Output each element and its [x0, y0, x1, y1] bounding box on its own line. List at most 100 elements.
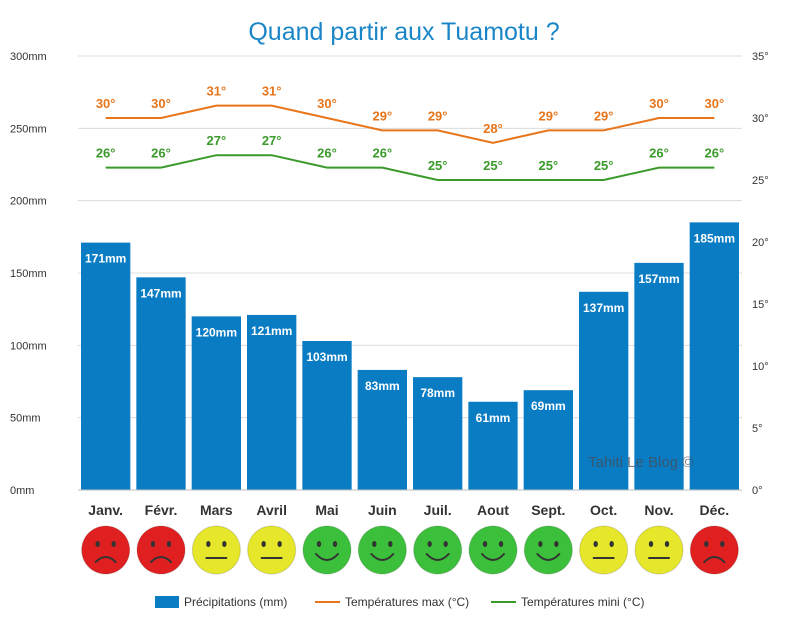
series-line [105, 104, 715, 144]
mood-face-icon [634, 525, 684, 575]
bar [689, 222, 739, 490]
mood-eye-icon [554, 541, 559, 547]
mood-eye-icon [206, 541, 211, 547]
mood-face-icon [357, 525, 407, 575]
bar [413, 377, 463, 490]
mood-eye-icon [427, 541, 432, 547]
bar [191, 316, 241, 490]
legend-label-temp-max: Températures max (°C) [345, 595, 469, 609]
temperature-data-label: 31° [262, 84, 282, 99]
bar-data-label: 157mm [638, 272, 679, 286]
right-tick-label: 5° [752, 423, 763, 435]
temperature-data-label: 26° [372, 146, 392, 161]
bar [357, 369, 407, 490]
temperature-data-label: 28° [483, 121, 503, 136]
left-tick-label: 150mm [10, 268, 47, 280]
temperature-data-label: 26° [704, 146, 724, 161]
mood-eye-icon [648, 541, 654, 547]
temperature-data-label: 26° [649, 146, 669, 161]
mood-eye-icon [332, 541, 338, 547]
legend-label-temp-min: Températures mini (°C) [521, 595, 645, 609]
category-label: Juil. [424, 502, 452, 518]
right-tick-label: 20° [752, 237, 769, 249]
mood-mouth-icon [536, 553, 561, 561]
mood-eye-icon [111, 541, 116, 547]
mood-eye-icon [166, 541, 172, 547]
left-tick-label: 50mm [10, 413, 41, 425]
category-label: Févr. [145, 502, 178, 518]
mood-eye-icon [482, 541, 488, 547]
temperature-data-label: 29° [538, 108, 558, 123]
temperature-data-label: 25° [428, 158, 448, 173]
category-label: Aout [477, 502, 509, 518]
axes-group: 0mm 50mm 100mm 150mm 200mm 250mm 300mm 0° 5° 10° 1… [10, 51, 769, 518]
category-label: Déc. [700, 502, 730, 518]
right-tick-label: 30° [752, 113, 769, 125]
mood-face-icon [523, 525, 573, 575]
mood-eye-icon [277, 541, 282, 547]
category-label: Mai [315, 502, 338, 518]
mood-face-icon [413, 525, 463, 575]
bar-data-label: 120mm [196, 325, 237, 339]
mood-face-icon [136, 525, 186, 575]
bar-data-label: 61mm [476, 411, 511, 425]
right-tick-label: 35° [752, 51, 769, 63]
bar-data-label: 185mm [694, 231, 735, 245]
bars-group: 171mm 147mm 120mm 121mm 103mm 83mm 78mm 61mm 69m… [81, 222, 739, 490]
bar [579, 291, 629, 490]
temperature-data-label: 25° [594, 158, 614, 173]
mood-eye-icon [372, 541, 377, 547]
watermark: Tahiti Le Blog © [588, 454, 693, 471]
mood-mouth-icon [94, 556, 117, 563]
temperature-data-label: 29° [428, 108, 448, 123]
mood-face-icon [191, 525, 241, 575]
chart-title: Quand partir aux Tuamotu ? [248, 18, 559, 46]
category-label: Sept. [531, 502, 565, 518]
mood-eye-icon [316, 541, 322, 547]
bar-data-label: 103mm [306, 350, 347, 364]
mood-mouth-icon [425, 553, 450, 561]
category-label: Mars [200, 502, 233, 518]
bar-data-label: 83mm [365, 379, 400, 393]
bar [247, 314, 297, 490]
mood-eye-icon [538, 541, 543, 547]
left-tick-label: 0mm [10, 485, 34, 497]
mood-eye-icon [388, 541, 393, 547]
temperature-data-label: 31° [206, 84, 226, 99]
category-label: Nov. [644, 502, 673, 518]
temperature-data-label: 26° [96, 146, 116, 161]
category-label: Juin [368, 502, 397, 518]
mood-mouth-icon [315, 553, 339, 561]
mood-eye-icon [261, 541, 266, 547]
mood-mouth-icon [481, 553, 505, 561]
legend: Précipitations (mm) Températures max (°C)… [155, 595, 645, 609]
bar [523, 390, 573, 490]
legend-label-precipitations: Précipitations (mm) [184, 595, 287, 609]
series-line [105, 154, 715, 181]
mood-face-icon [81, 525, 131, 575]
bar [468, 401, 518, 490]
temperature-data-label: 30° [151, 96, 171, 111]
temperature-data-label: 26° [151, 146, 171, 161]
temperature-data-label: 25° [483, 158, 503, 173]
temperature-data-label: 30° [317, 96, 337, 111]
mood-eye-icon [222, 541, 227, 547]
mood-faces [81, 525, 739, 575]
right-tick-label: 10° [752, 361, 769, 373]
mood-face-icon [579, 525, 629, 575]
bar-data-label: 69mm [531, 399, 566, 413]
mood-eye-icon [609, 541, 614, 547]
temperature-data-label: 29° [372, 108, 392, 123]
mood-mouth-icon [703, 556, 726, 563]
legend-swatch-precipitations [155, 596, 179, 608]
category-label: Oct. [590, 502, 617, 518]
left-tick-label: 100mm [10, 340, 47, 352]
mood-face-icon [302, 525, 352, 575]
right-tick-label: 25° [752, 175, 769, 187]
bar [302, 340, 352, 490]
bar-data-label: 78mm [420, 386, 455, 400]
mood-face-icon [689, 525, 739, 575]
right-tick-label: 15° [752, 299, 769, 311]
bar-data-label: 121mm [251, 324, 292, 338]
